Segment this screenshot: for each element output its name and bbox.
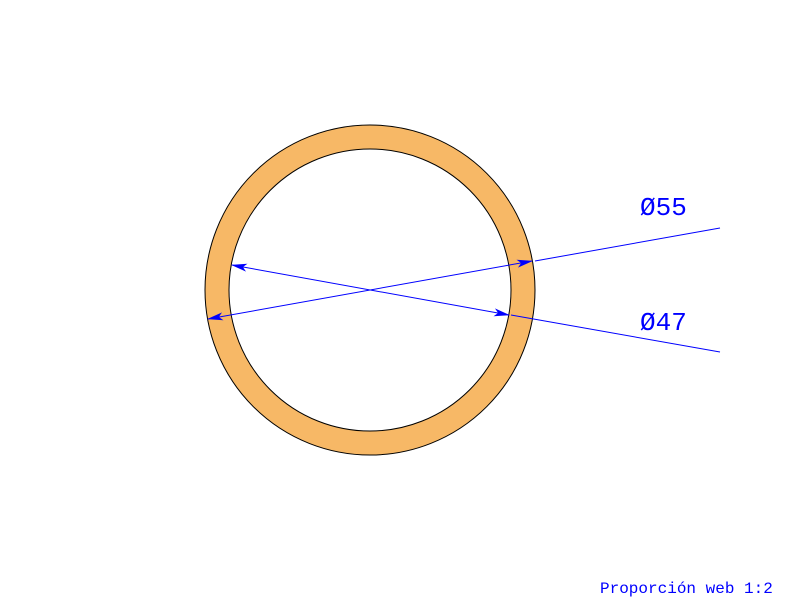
svg-text:Ø47: Ø47 xyxy=(640,308,687,338)
svg-text:Ø55: Ø55 xyxy=(640,193,687,223)
drawing-canvas: Ø55 Ø47 Proporción web 1:2 xyxy=(0,0,800,600)
dimension-outer-diameter: Ø55 xyxy=(208,193,720,319)
dimension-inner-diameter: Ø47 xyxy=(232,265,720,352)
scale-caption: Proporción web 1:2 xyxy=(600,580,773,598)
diagram-svg: Ø55 Ø47 xyxy=(0,0,800,600)
